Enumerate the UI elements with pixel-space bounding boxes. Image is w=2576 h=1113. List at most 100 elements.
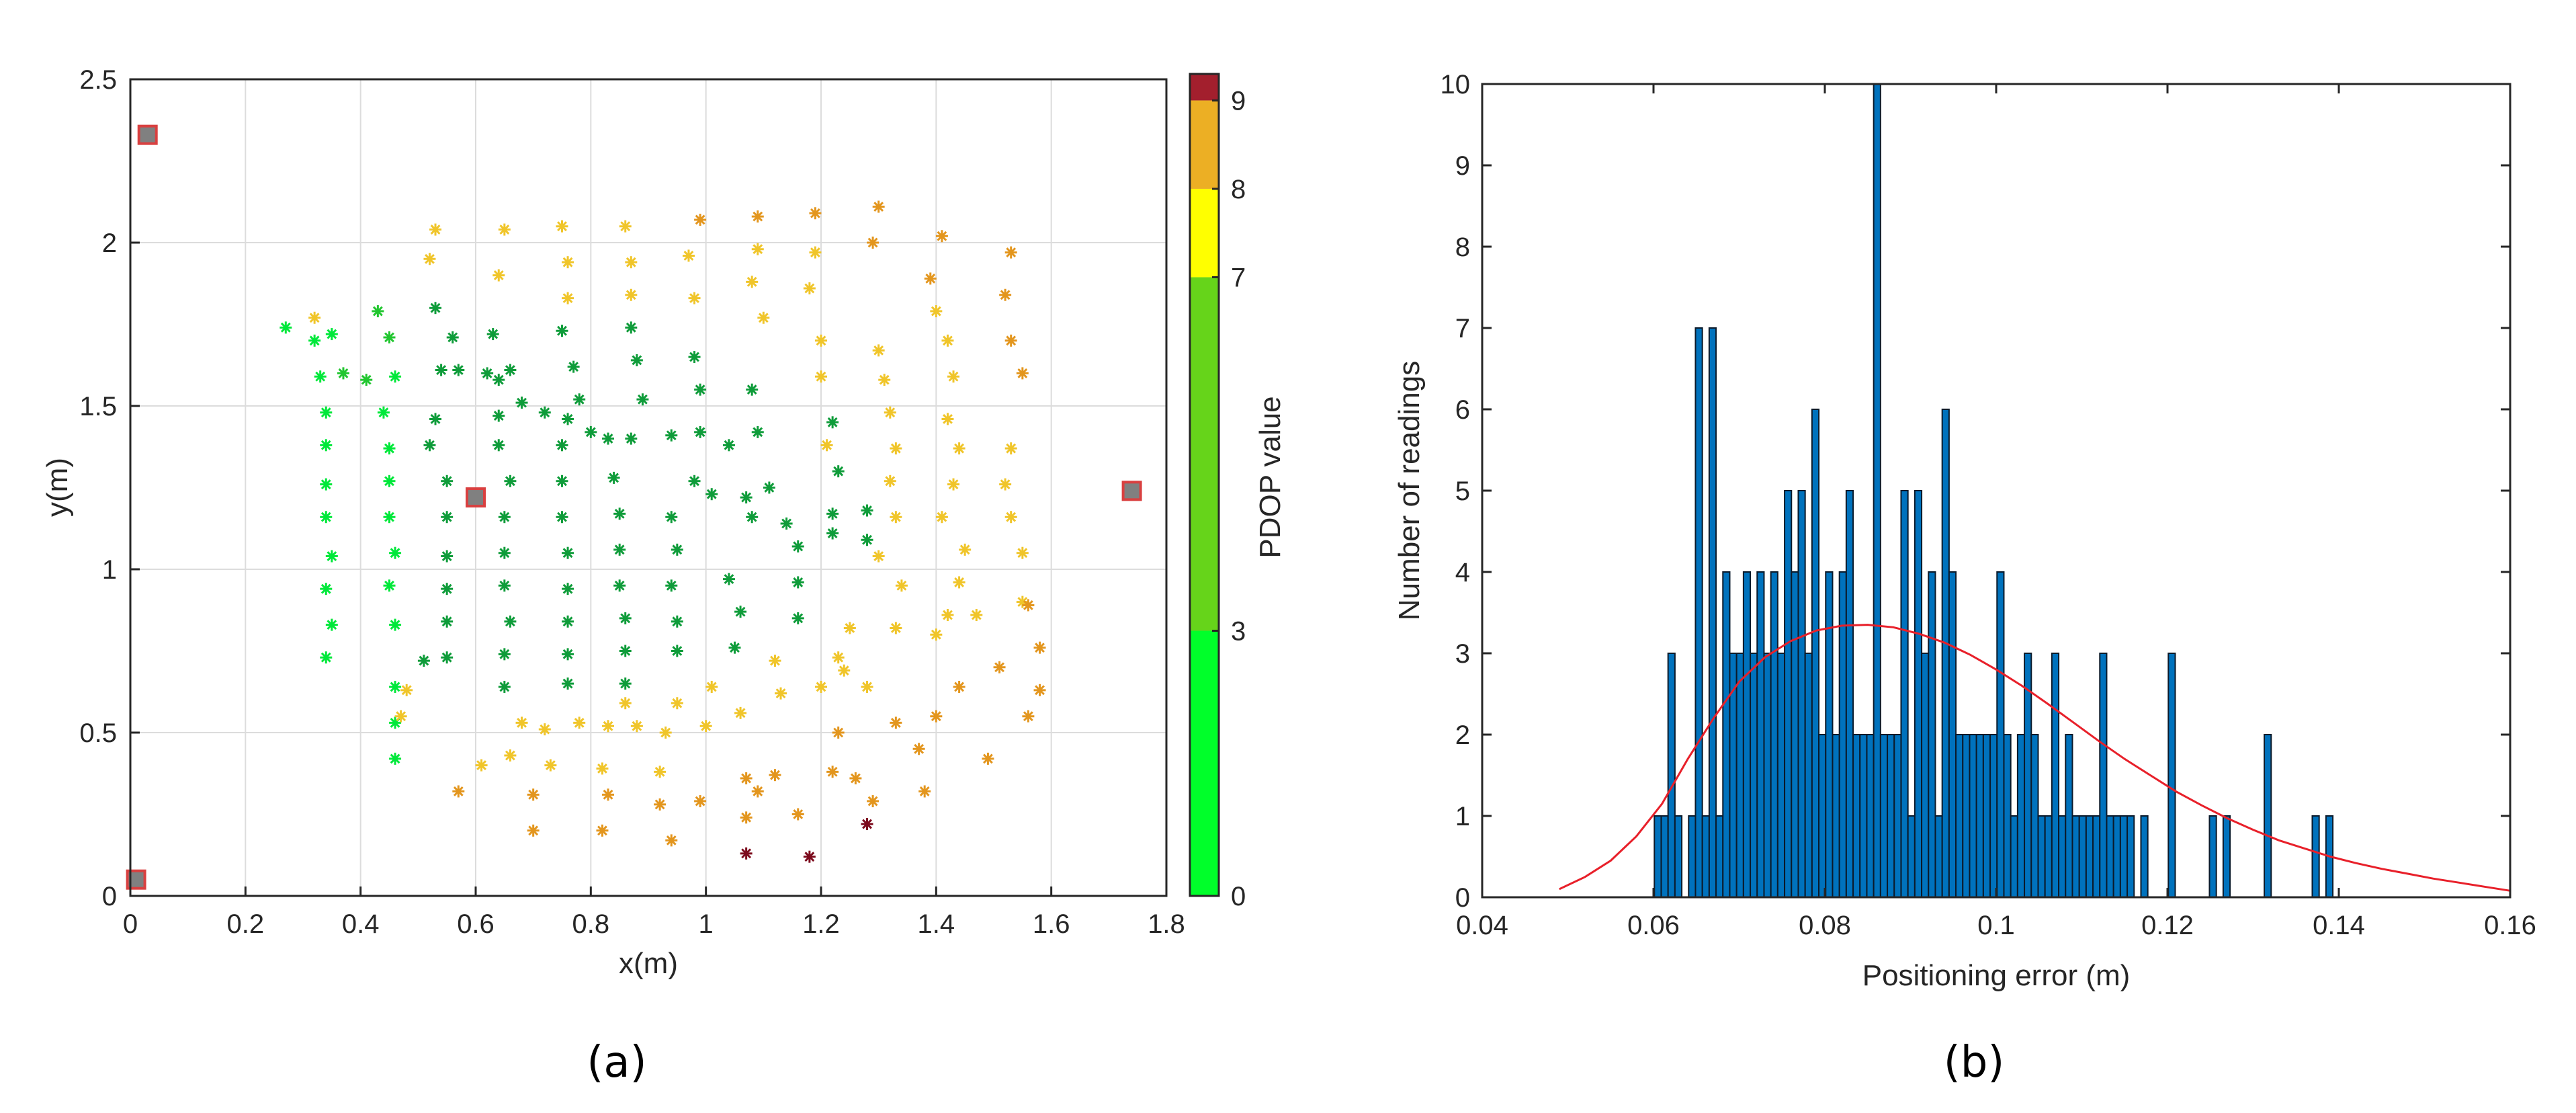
scatter-point	[671, 615, 683, 628]
scatter-point	[515, 716, 528, 729]
scatter-point	[694, 425, 707, 438]
scatter-point	[1004, 246, 1017, 259]
scatter-point	[619, 645, 632, 657]
scatter-point	[970, 609, 983, 622]
scatter-point	[389, 752, 402, 765]
x-tick-label: 1.6	[1033, 909, 1070, 939]
scatter-point	[389, 370, 402, 383]
histogram-bar	[2037, 815, 2046, 898]
histogram-bar	[1962, 734, 1971, 898]
scatter-point	[867, 795, 879, 808]
scatter-point	[763, 481, 775, 494]
histogram-bar	[1797, 490, 1806, 898]
histogram-bar	[1654, 815, 1662, 898]
scatter-point	[1033, 684, 1046, 696]
scatter-point	[602, 788, 615, 801]
scatter-point	[861, 818, 873, 831]
scatter-point	[602, 720, 615, 733]
histogram-bar	[1735, 653, 1744, 898]
histogram-bar	[2112, 815, 2121, 898]
scatter-point	[383, 475, 396, 487]
scatter-point	[699, 720, 712, 733]
scatter-point	[688, 351, 701, 364]
scatter-point	[389, 680, 402, 693]
histogram-bar	[2140, 815, 2149, 898]
scatter-point	[383, 579, 396, 592]
scatter-point	[740, 811, 753, 824]
scatter-point	[619, 612, 632, 624]
histogram-bar	[1756, 571, 1765, 898]
histogram-bar	[1708, 327, 1717, 898]
scatter-point	[757, 311, 770, 324]
colorbar-tick-label: 9	[1231, 86, 1246, 116]
scatter-point	[475, 759, 488, 772]
scatter-point	[527, 788, 540, 801]
scatter-point	[625, 321, 638, 334]
scatter-point	[993, 661, 1006, 673]
scatter-ticks: 0 0.2 0.4 0.6 0.8 1 1.2 1.4 1.6 1.8 0 0.5 1 1.5 2 2.5	[79, 65, 1185, 939]
x-tick-label: 1.2	[802, 909, 840, 939]
histogram-bar	[1742, 571, 1752, 898]
histogram-bar	[1715, 815, 1724, 898]
scatter-point	[769, 655, 781, 667]
scatter-point	[492, 409, 505, 422]
scatter-plot-area	[130, 79, 1166, 896]
scatter-point	[912, 743, 925, 755]
scatter-point	[947, 478, 960, 491]
y-tick-label: 2	[1455, 720, 1470, 750]
histogram-x-label: Positioning error (m)	[1862, 959, 2131, 992]
histogram-bar	[1791, 571, 1799, 898]
scatter-point	[1022, 599, 1035, 612]
scatter-point	[498, 680, 511, 693]
scatter-point	[429, 223, 442, 236]
scatter-point	[492, 374, 505, 386]
scatter-point	[441, 583, 454, 595]
histogram-bar	[1832, 734, 1840, 898]
scatter-point	[890, 622, 902, 634]
scatter-point	[441, 615, 454, 628]
scatter-point	[890, 511, 902, 524]
scatter-point	[1016, 546, 1029, 559]
scatter-point	[728, 641, 741, 654]
scatter-point	[930, 628, 943, 641]
scatter-point	[671, 543, 683, 556]
scatter-point	[1033, 641, 1046, 654]
scatter-point	[498, 579, 511, 592]
colorbar-band	[1190, 74, 1219, 101]
panel-label-b: (b)	[1944, 1038, 2005, 1087]
histogram-bar	[1763, 653, 1772, 898]
histogram-bar	[1969, 734, 1977, 898]
scatter-point	[740, 491, 753, 504]
scatter-point	[861, 534, 873, 546]
scatter-point	[832, 727, 845, 739]
scatter-point	[953, 442, 965, 455]
histogram-bar	[2099, 653, 2108, 898]
histogram-bar	[1928, 571, 1936, 898]
scatter-point	[982, 752, 994, 765]
scatter-point	[959, 543, 972, 556]
y-tick-label: 3	[1455, 639, 1470, 669]
colorbar-tick-label: 0	[1231, 882, 1246, 911]
y-tick-label: 10	[1441, 70, 1471, 99]
scatter-point	[377, 406, 390, 419]
scatter-point	[556, 220, 568, 233]
histogram-bar	[1701, 815, 1710, 898]
x-tick-label: 0.4	[342, 909, 380, 939]
scatter-point	[417, 655, 430, 667]
histogram-bar	[1811, 409, 1820, 898]
scatter-point	[671, 645, 683, 657]
anchor-marker	[466, 487, 486, 508]
scatter-point	[935, 230, 948, 243]
scatter-point	[630, 720, 643, 733]
scatter-point	[803, 850, 816, 863]
scatter-point	[607, 471, 620, 484]
colorbar-tick-label: 8	[1231, 175, 1246, 204]
scatter-point	[861, 680, 873, 693]
histogram-bar	[1660, 815, 1669, 898]
scatter-point	[769, 769, 781, 782]
scatter-point	[654, 766, 667, 778]
scatter-point	[820, 439, 833, 452]
y-tick-label: 0.5	[79, 718, 117, 748]
scatter-point	[308, 311, 321, 324]
scatter-point	[803, 282, 816, 295]
